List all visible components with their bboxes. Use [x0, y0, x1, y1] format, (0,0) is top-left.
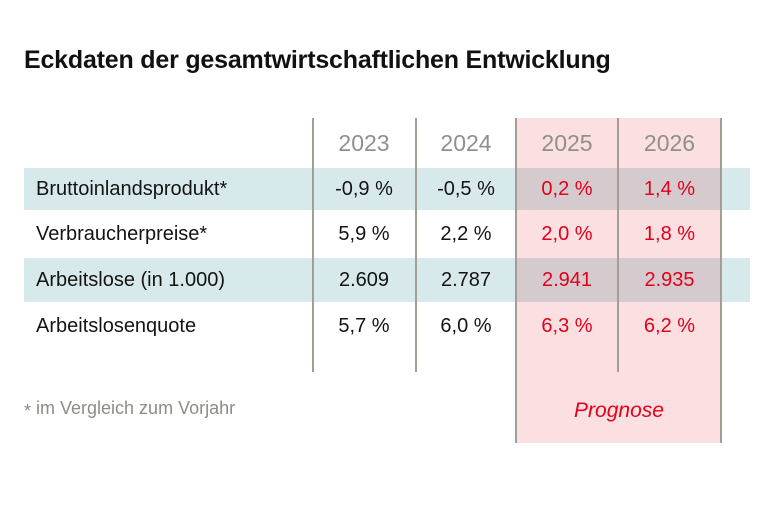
value-al-2025: 2.941: [541, 268, 593, 291]
value-vp-2024: 2,2 %: [440, 222, 492, 245]
year-header-2025: 2025: [541, 129, 593, 156]
value-alq-2024: 6,0 %: [440, 314, 492, 337]
column-divider: [415, 118, 417, 372]
value-al-2026: 2.935: [644, 268, 695, 291]
value-al-2023: 2.609: [338, 268, 390, 291]
column-divider: [617, 118, 619, 372]
forecast-block-left-edge: [515, 118, 517, 443]
value-bip-2026: 1,4 %: [643, 177, 696, 200]
value-vp-2026: 1,8 %: [643, 222, 696, 245]
row-label-arbeitslosenquote: Arbeitslosenquote: [36, 314, 197, 337]
page-title: Eckdaten der gesamtwirtschaftlichen Entw…: [24, 46, 611, 74]
value-bip-2024: -0,5 %: [437, 177, 495, 200]
forecast-stripe-overlap-2: [516, 258, 722, 302]
year-header-2023: 2023: [338, 129, 390, 156]
value-vp-2023: 5,9 %: [338, 222, 390, 245]
value-alq-2025: 6,3 %: [541, 314, 593, 337]
year-header-2024: 2024: [440, 129, 492, 156]
value-bip-2023: -0,9 %: [335, 177, 393, 200]
footnote: * im Vergleich zum Vorjahr: [24, 398, 236, 421]
row-label-arbeitslose: Arbeitslose (in 1.000): [36, 268, 225, 291]
footnote-asterisk: *: [24, 401, 32, 421]
forecast-stripe-overlap-1: [516, 168, 722, 210]
value-alq-2023: 5,7 %: [338, 314, 390, 337]
value-vp-2025: 2,0 %: [541, 222, 593, 245]
year-header-2026: 2026: [643, 129, 696, 156]
value-bip-2025: 0,2 %: [541, 177, 593, 200]
row-label-verbraucherpreise: Verbraucherpreise*: [36, 222, 208, 245]
footnote-text: im Vergleich zum Vorjahr: [36, 398, 236, 418]
forecast-block-right-edge: [720, 118, 722, 443]
column-divider: [312, 118, 314, 372]
row-label-bruttoinlandsprodukt: Bruttoinlandsprodukt*: [36, 177, 228, 200]
value-alq-2026: 6,2 %: [643, 314, 696, 337]
forecast-label: Prognose: [574, 399, 664, 422]
value-al-2024: 2.787: [440, 268, 492, 291]
